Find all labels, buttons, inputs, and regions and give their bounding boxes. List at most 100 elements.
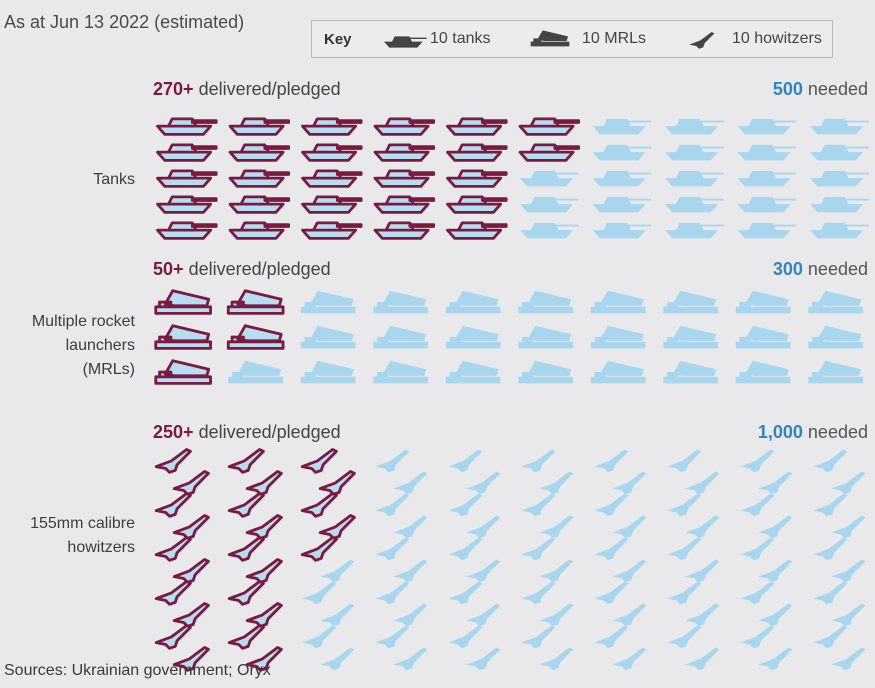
howitzer-needed-mark: [740, 449, 775, 473]
tank-needed-mark: [737, 196, 797, 213]
tank-delivered-mark: [373, 169, 436, 188]
howitzer-needed-mark: [831, 559, 866, 583]
tank-needed-mark: [810, 118, 869, 135]
tank-delivered-mark: [446, 169, 508, 188]
tanks-needed-value: 500: [772, 79, 803, 99]
howitzer-needed-mark: [740, 493, 775, 517]
howitzer-needed-mark: [466, 471, 501, 495]
howitzer-label-line-2: howitzers: [67, 539, 135, 556]
howitzer-delivered-mark: [300, 536, 338, 562]
howitzer-needed-mark: [448, 581, 483, 605]
howitzer-delivered-mark: [300, 448, 338, 474]
tank-icon: [384, 36, 427, 48]
mrl-delivered-mark: [154, 289, 212, 315]
tank-needed-mark: [665, 118, 724, 135]
mrl-label-line-3: (MRLs): [82, 361, 135, 378]
tank-delivered-mark: [228, 143, 291, 162]
howitzer-label-line-1: 155mm calibre: [30, 515, 135, 532]
mrl-delivered-mark: [154, 359, 212, 385]
tank-needed-mark: [810, 196, 869, 213]
tank-needed-mark: [592, 170, 652, 187]
howitzer-needed-mark: [539, 647, 574, 671]
howitzer-delivered-mark: [245, 514, 283, 540]
howitzer-delivered-value: 250+: [153, 422, 194, 442]
mrl-needed-mark: [808, 325, 864, 349]
howitzer-delivered-mark: [245, 646, 283, 672]
howitzer-needed-mark: [685, 603, 720, 627]
tank-delivered-mark: [301, 221, 363, 240]
tank-needed-mark: [520, 170, 579, 187]
howitzer-needed-mark: [667, 449, 702, 473]
howitzer-delivered-mark: [172, 558, 210, 584]
howitzer-needed-mark: [521, 537, 556, 561]
mrl-needed-mark: [300, 290, 356, 314]
tank-needed-mark: [810, 144, 869, 161]
tank-delivered-mark: [156, 117, 218, 136]
tank-needed-mark: [810, 170, 869, 187]
tank-delivered-mark: [446, 221, 508, 240]
howitzer-needed-mark: [612, 603, 647, 627]
howitzer-needed-mark: [594, 537, 629, 561]
tank-needed-mark: [592, 118, 652, 135]
mrl-needed-mark: [663, 360, 719, 384]
key-title: Key: [324, 31, 352, 48]
mrl-needed-mark: [518, 360, 574, 384]
howitzer-needed-mark: [758, 515, 793, 539]
mrl-delivered-header: 50+ delivered/pledged: [153, 259, 331, 280]
howitzer-delivered-mark: [154, 536, 192, 562]
mrl-needed-text: needed: [807, 259, 868, 279]
howitzer-needed-mark: [758, 471, 793, 495]
mrl-delivered-value: 50+: [153, 259, 184, 279]
mrl-needed-value: 300: [772, 259, 803, 279]
key-label-mrls: 10 MRLs: [582, 30, 647, 47]
howitzer-needed-mark: [539, 515, 574, 539]
howitzer-needed-mark: [302, 581, 337, 605]
howitzer-needed-mark: [448, 493, 483, 517]
tank-needed-mark: [665, 222, 724, 239]
howitzer-delivered-mark: [154, 580, 192, 606]
mrl-needed-mark: [590, 325, 646, 349]
howitzer-needed-mark: [612, 471, 647, 495]
mrl-needed-mark: [373, 290, 429, 314]
mrl-needed-mark: [373, 360, 429, 384]
howitzer-icon: [689, 32, 715, 49]
mrl-icon: [530, 30, 570, 47]
howitzer-needed-mark: [740, 581, 775, 605]
mrl-delivered-mark: [226, 324, 285, 350]
howitzer-needed-mark: [758, 559, 793, 583]
tank-delivered-mark: [518, 117, 581, 136]
howitzer-needed-mark: [539, 559, 574, 583]
howitzer-delivered-mark: [245, 470, 283, 496]
mrl-needed-mark: [590, 290, 646, 314]
howitzer-needed-mark: [667, 625, 702, 649]
howitzer-needed-mark: [685, 515, 720, 539]
tank-needed-mark: [737, 118, 797, 135]
howitzer-needed-mark: [521, 625, 556, 649]
howitzer-needed-mark: [320, 603, 355, 627]
mrl-needed-header: 300 needed: [773, 259, 868, 280]
howitzer-delivered-text: delivered/pledged: [198, 422, 341, 442]
mrl-needed-mark: [735, 290, 791, 314]
tank-delivered-mark: [446, 195, 508, 214]
tanks-needed-header: 500 needed: [773, 79, 868, 100]
howitzer-needed-mark: [813, 581, 848, 605]
howitzer-needed-mark: [667, 581, 702, 605]
howitzer-row-label: 155mm calibre howitzers: [30, 512, 135, 560]
tank-needed-mark: [665, 144, 724, 161]
tank-delivered-mark: [373, 195, 436, 214]
tanks-needed-text: needed: [807, 79, 868, 99]
tank-needed-mark: [810, 222, 869, 239]
tank-needed-mark: [592, 196, 652, 213]
howitzer-needed-mark: [393, 559, 428, 583]
howitzer-needed-mark: [393, 603, 428, 627]
howitzer-delivered-mark: [227, 580, 265, 606]
howitzer-delivered-mark: [227, 624, 265, 650]
howitzer-needed-mark: [831, 515, 866, 539]
howitzer-needed-mark: [466, 603, 501, 627]
howitzer-needed-mark: [594, 625, 629, 649]
tank-delivered-mark: [446, 117, 508, 136]
mrl-needed-mark: [445, 290, 501, 314]
tank-needed-mark: [520, 222, 579, 239]
howitzer-needed-mark: [302, 625, 337, 649]
howitzer-needed-mark: [375, 537, 410, 561]
